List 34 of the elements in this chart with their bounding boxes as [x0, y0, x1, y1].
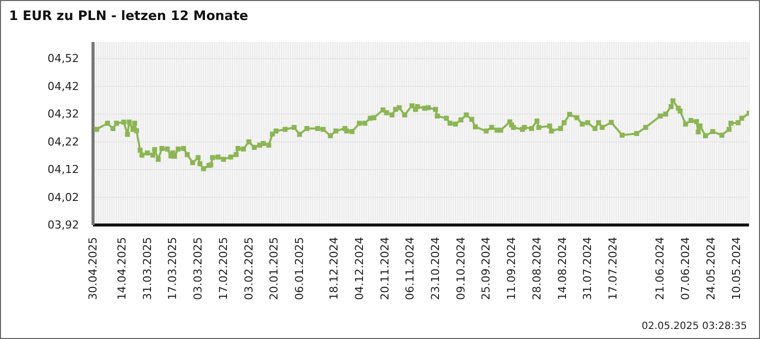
x-tick-label: 10.05.2024	[730, 237, 743, 300]
x-tick-label: 09.10.2024	[454, 237, 468, 300]
y-tick-label: 04,32	[48, 108, 79, 121]
chart-title: 1 EUR zu PLN - letzen 12 Monate	[9, 9, 248, 24]
x-tick-label: 03.03.2025	[192, 237, 205, 300]
y-tick-label: 04,22	[48, 135, 79, 148]
x-tick-label: 17.02.2025	[216, 237, 230, 300]
x-tick-label: 21.06.2024	[654, 237, 667, 300]
x-tick-label: 14.04.2025	[115, 237, 128, 300]
x-tick-label: 18.12.2024	[328, 237, 341, 300]
x-tick-label: 28.08.2024	[530, 237, 544, 300]
x-tick-label: 31.07.2024	[581, 237, 594, 300]
x-tick-label: 24.05.2024	[704, 237, 718, 300]
x-tick-label: 30.04.2025	[86, 237, 100, 300]
text: 02.05.2025 03:28:35	[642, 321, 747, 332]
x-tick-label: 23.10.2024	[428, 237, 442, 300]
x-tick-label: 25.09.2024	[480, 237, 493, 300]
x-tick-label: 17.07.2024	[606, 237, 620, 300]
x-tick-label: 20.11.2024	[378, 237, 392, 300]
x-tick-label: 14.08.2024	[556, 237, 569, 300]
y-tick-label: 04,42	[48, 80, 79, 93]
y-tick-label: 03,92	[48, 218, 79, 232]
x-tick-label: 03.02.2025	[242, 237, 256, 300]
x-tick-label: 06.11.2024	[404, 237, 417, 300]
y-tick-label: 04,12	[48, 163, 79, 176]
x-tick-label: 31.03.2025	[140, 237, 154, 300]
x-tick-label: 07.06.2024	[679, 237, 692, 300]
x-tick-label: 17.03.2025	[166, 237, 180, 300]
y-tick-label: 04,52	[48, 52, 79, 66]
x-tick-label: 11.09.2024	[505, 237, 518, 300]
x-tick-label: 20.01.2025	[268, 237, 281, 300]
y-tick-label: 04,02	[48, 190, 79, 204]
x-tick-label: 06.01.2025	[293, 237, 306, 300]
x-tick-label: 04.12.2024	[352, 237, 366, 300]
